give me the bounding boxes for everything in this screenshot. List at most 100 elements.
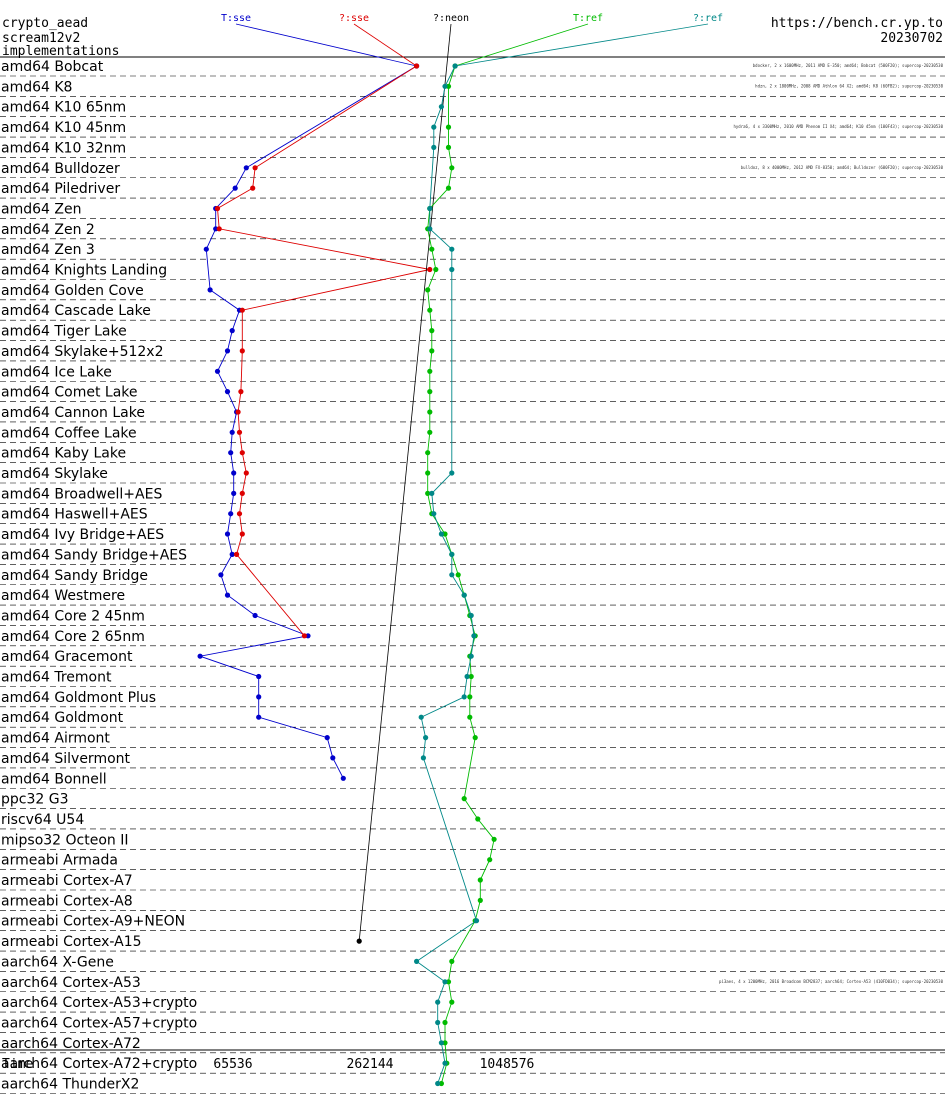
category-label: amd64 K10 65nm <box>1 100 126 116</box>
data-point <box>445 185 452 191</box>
category-label: amd64 Sandy Bridge+AES <box>1 547 187 563</box>
category-label: armeabi Cortex-A7 <box>1 873 133 889</box>
data-point <box>477 897 483 904</box>
series--neon <box>356 23 452 944</box>
data-point <box>427 307 433 313</box>
data-point <box>423 735 429 741</box>
data-point <box>429 246 435 252</box>
data-point <box>243 470 249 476</box>
data-point <box>442 531 448 537</box>
category-label: amd64 K8 <box>1 79 72 95</box>
category-label: amd64 K10 32nm <box>1 140 126 156</box>
data-point <box>438 531 444 537</box>
data-point <box>472 735 478 741</box>
data-point <box>433 266 439 273</box>
data-point <box>449 551 455 558</box>
data-point <box>229 328 235 334</box>
data-point <box>425 450 431 456</box>
data-point <box>427 429 433 435</box>
data-point <box>305 633 311 639</box>
category-label: amd64 Cascade Lake <box>1 303 151 319</box>
data-point <box>224 348 231 354</box>
data-point <box>475 816 481 822</box>
category-label: amd64 Bulldozer <box>1 161 120 177</box>
series-labels: T:sse ?:sse ?:neon T:ref ?:ref <box>221 13 723 24</box>
category-label: aarch64 Cortex-A53 <box>1 975 141 991</box>
category-label: aarch64 Cortex-A72 <box>1 1036 141 1052</box>
machine-label: hydra6, 4 x 3300MHz, 2010 AMD Phenom II … <box>733 124 943 129</box>
data-point <box>239 450 245 456</box>
x-tick-label: 1048576 <box>480 1057 535 1072</box>
header: crypto_aead scream12v2 implementations h… <box>2 16 943 59</box>
data-point <box>438 1040 444 1046</box>
category-label: amd64 Bobcat <box>1 59 104 75</box>
category-label: ppc32 G3 <box>1 792 69 808</box>
data-point <box>461 796 467 802</box>
series-leader-line <box>454 23 589 67</box>
header-right-line-1: https://bench.cr.yp.to <box>771 16 943 31</box>
grid-lines <box>0 56 945 1094</box>
data-point <box>473 918 480 924</box>
data-point <box>431 511 437 517</box>
data-point <box>197 653 203 659</box>
data-point <box>477 877 483 883</box>
data-point <box>414 958 420 965</box>
data-point <box>256 673 262 680</box>
series-leader-line <box>353 23 417 67</box>
data-point <box>487 857 493 863</box>
category-label: aarch64 X-Gene <box>1 954 114 970</box>
category-label: amd64 Coffee Lake <box>1 425 137 441</box>
data-point <box>427 409 433 415</box>
series--ref <box>414 23 709 1087</box>
data-point <box>425 470 431 476</box>
category-label: amd64 Westmere <box>1 588 125 604</box>
data-point <box>427 389 433 395</box>
data-point <box>239 307 245 313</box>
data-point <box>224 531 231 537</box>
header-left-line-1: crypto_aead <box>2 16 88 31</box>
data-point <box>425 287 431 293</box>
category-label: aarch64 Cortex-A72+crypto <box>1 1056 197 1072</box>
data-point <box>224 389 231 395</box>
series-label: ?:ref <box>693 13 723 24</box>
data-point <box>234 551 240 558</box>
category-label: amd64 Bonnell <box>1 771 107 787</box>
data-point <box>427 368 433 374</box>
category-label: amd64 Golden Cove <box>1 283 144 299</box>
data-point <box>214 205 221 212</box>
category-label: amd64 Sandy Bridge <box>1 568 148 584</box>
data-point <box>228 450 234 456</box>
data-point <box>449 165 455 171</box>
data-point <box>238 389 244 395</box>
data-point <box>442 83 448 89</box>
category-label: amd64 Tiger Lake <box>1 324 127 340</box>
data-point <box>224 592 231 598</box>
machine-label: pi3aes, 4 x 1200MHz, 2016 Broadcom BCM28… <box>719 979 944 984</box>
data-point <box>427 205 433 212</box>
x-tick-label: 65536 <box>213 1057 252 1072</box>
series-line <box>217 65 430 637</box>
data-point <box>243 165 249 171</box>
category-label: aarch64 Cortex-A53+crypto <box>1 995 197 1011</box>
data-point <box>236 429 243 435</box>
category-label: armeabi Cortex-A15 <box>1 934 142 950</box>
series-line <box>415 65 478 1084</box>
data-point <box>418 714 424 720</box>
data-point <box>435 999 441 1005</box>
data-point <box>232 185 238 191</box>
data-point <box>252 612 258 619</box>
data-point <box>256 694 262 700</box>
category-label: armeabi Cortex-A8 <box>1 893 133 909</box>
data-point <box>461 592 467 598</box>
category-label: amd64 Silvermont <box>1 751 131 767</box>
category-labels: amd64 Bobcat amd64 K8 amd64 K10 65nm amd64 … <box>1 59 197 1093</box>
machine-label: bdocker, 2 x 1600MHz, 2011 AMD E-350; am… <box>753 63 944 68</box>
data-point <box>449 572 455 578</box>
data-point <box>449 266 455 273</box>
data-point <box>468 653 474 659</box>
data-point <box>252 165 258 171</box>
data-point <box>356 938 362 944</box>
series-label: ?:neon <box>433 13 469 24</box>
category-label: amd64 Zen 2 <box>1 222 95 238</box>
